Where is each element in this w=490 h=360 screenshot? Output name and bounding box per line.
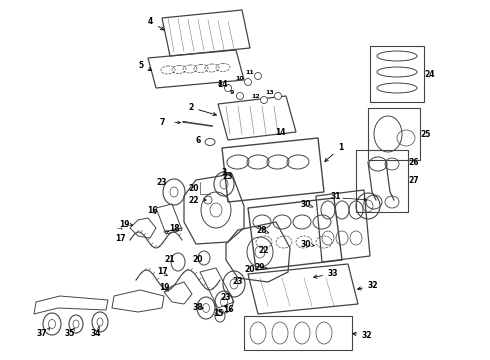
Text: 12: 12 [252,94,260,99]
Text: 9: 9 [230,90,234,95]
Text: 20: 20 [193,256,203,265]
Text: 18: 18 [169,224,179,233]
Text: 15: 15 [213,310,223,319]
Text: 6: 6 [196,135,200,144]
Text: 26: 26 [409,158,419,166]
Text: 27: 27 [409,176,419,185]
Text: 35: 35 [65,329,75,338]
Text: 23: 23 [223,171,233,180]
Text: 34: 34 [91,329,101,338]
Text: →: → [117,227,123,233]
Text: 16: 16 [223,306,233,315]
Text: 25: 25 [421,130,431,139]
Text: 2: 2 [188,103,217,116]
Bar [356,150,408,212]
Text: 38: 38 [193,303,203,312]
Text: 11: 11 [245,69,254,75]
Text: 31: 31 [331,192,341,201]
Text: 8: 8 [218,81,222,86]
Text: 30: 30 [301,239,311,248]
Text: 19: 19 [159,284,169,292]
Ellipse shape [274,93,281,99]
Text: 13: 13 [266,90,274,95]
Ellipse shape [245,78,251,86]
Text: 16: 16 [147,206,157,215]
Text: 28: 28 [257,225,268,234]
Text: 20: 20 [245,266,255,274]
Text: 33: 33 [314,269,339,278]
Text: 30: 30 [301,199,311,208]
Text: 22: 22 [259,246,269,255]
Text: 10: 10 [236,76,245,81]
Text: 1: 1 [325,143,343,162]
Text: 32: 32 [358,281,378,290]
Text: 4: 4 [148,17,164,30]
Text: 22: 22 [189,195,199,204]
Text: 23: 23 [157,177,167,186]
Bar [244,316,352,350]
Text: 7: 7 [159,117,165,126]
Text: 32: 32 [353,331,372,340]
Text: 20: 20 [189,184,199,193]
Text: 14: 14 [275,127,285,136]
Ellipse shape [261,96,268,104]
Ellipse shape [237,93,244,99]
Text: 29: 29 [255,264,265,273]
Text: 5: 5 [138,61,151,71]
Text: 21: 21 [165,256,175,265]
Ellipse shape [224,85,231,91]
Text: 14: 14 [217,80,227,89]
Text: 17: 17 [115,234,125,243]
Text: 19: 19 [119,220,129,229]
Text: 24: 24 [425,69,435,78]
Ellipse shape [254,72,262,80]
Text: 23: 23 [233,278,243,287]
Bar [370,46,424,102]
Bar [368,108,420,160]
Text: 23: 23 [221,293,231,302]
Text: 3: 3 [221,167,227,176]
Text: 37: 37 [37,329,48,338]
Text: 17: 17 [157,267,167,276]
